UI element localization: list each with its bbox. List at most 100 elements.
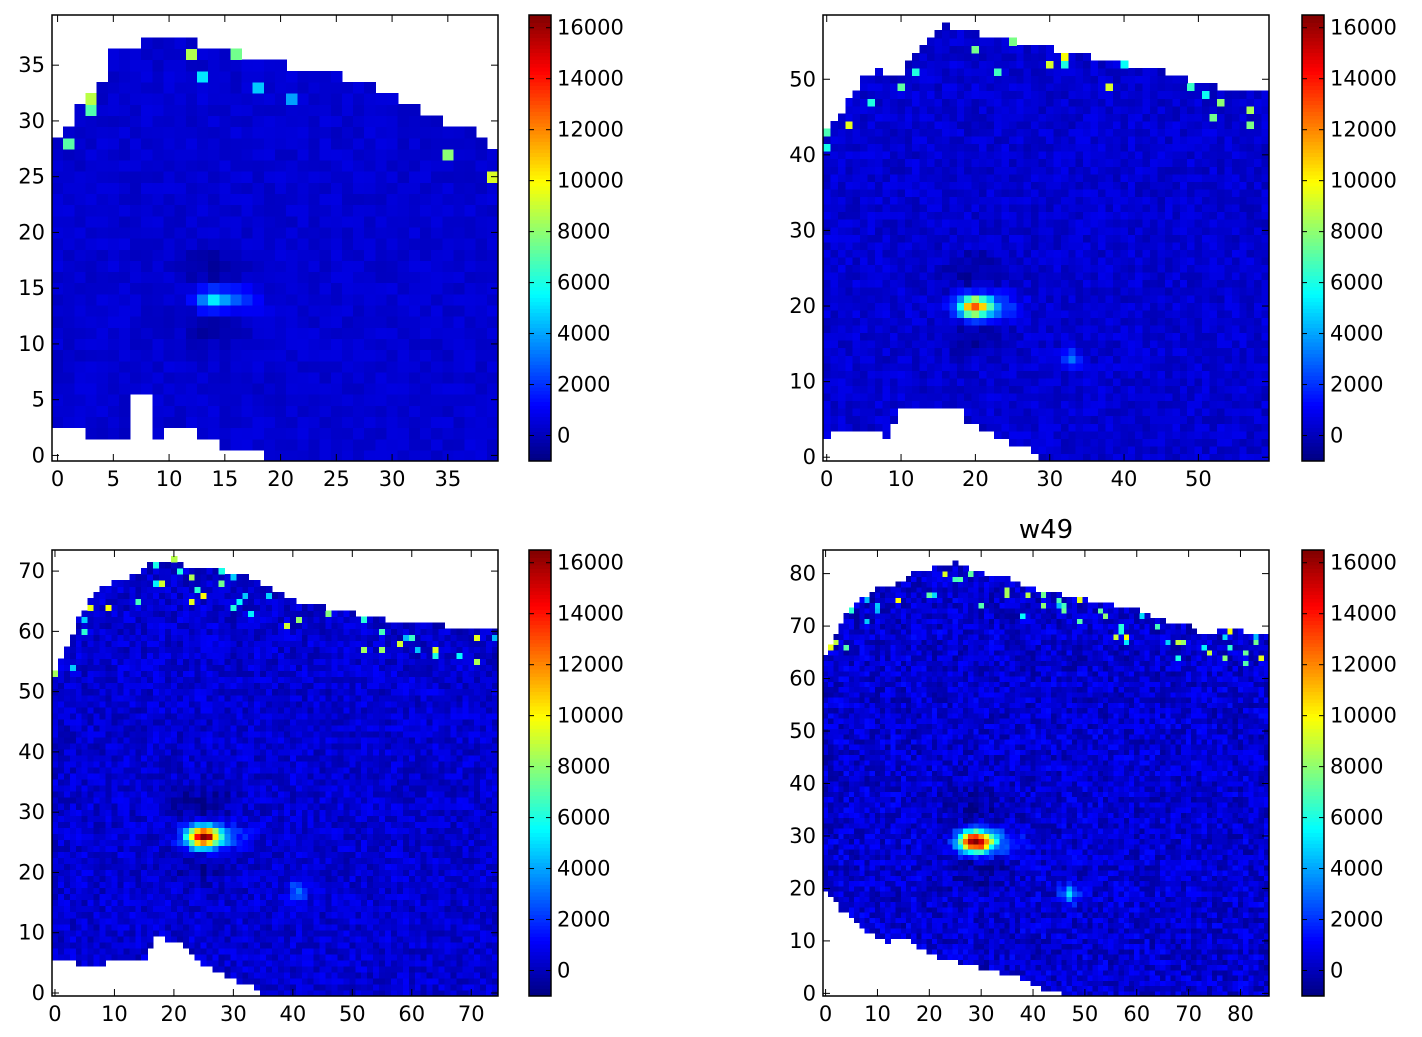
heatmap-cell: [266, 972, 273, 979]
heatmap-cell: [1076, 234, 1084, 242]
heatmap-cell: [1016, 106, 1024, 114]
heatmap-cell: [964, 45, 972, 53]
heatmap-cell: [320, 205, 332, 217]
heatmap-cell: [1024, 144, 1032, 152]
heatmap-cell: [85, 372, 97, 384]
heatmap-cell: [1135, 144, 1143, 152]
heatmap-cell: [875, 272, 883, 280]
heatmap-cell: [860, 302, 868, 310]
heatmap-cell: [1217, 136, 1225, 144]
heatmap-cell: [264, 205, 276, 217]
heatmap-cell: [1016, 310, 1024, 318]
heatmap-cell: [444, 984, 451, 991]
heatmap-cell: [1024, 302, 1032, 310]
heatmap-cell: [1120, 196, 1128, 204]
heatmap-cell: [1120, 416, 1128, 424]
heatmap-cell: [1046, 446, 1054, 454]
heatmap-cell: [1001, 348, 1009, 356]
heatmap-cell: [987, 45, 995, 53]
heatmap-cell: [1158, 234, 1166, 242]
heatmap-cell: [927, 287, 935, 295]
heatmap-cell: [130, 283, 142, 295]
heatmap-cell: [331, 249, 343, 261]
heatmap-cell: [141, 361, 153, 373]
heatmap-cell: [957, 60, 965, 68]
heatmap-cell: [1254, 446, 1262, 454]
heatmap-cell: [219, 283, 231, 295]
heatmap-cell: [1143, 370, 1151, 378]
heatmap-cell: [1039, 249, 1047, 257]
heatmap-cell: [1046, 121, 1054, 129]
heatmap-cell: [355, 984, 362, 991]
heatmap-cell: [1001, 83, 1009, 91]
heatmap-cell: [935, 174, 943, 182]
heatmap-cell: [1120, 317, 1128, 325]
heatmap-cell: [297, 372, 309, 384]
heatmap-cell: [882, 302, 890, 310]
heatmap-cell: [326, 978, 333, 985]
heatmap-cell: [52, 205, 64, 217]
heatmap-cell: [1120, 280, 1128, 288]
heatmap-cell: [296, 978, 303, 985]
heatmap-cell: [1098, 363, 1106, 371]
heatmap-cell: [1158, 144, 1166, 152]
heatmap-cell: [486, 972, 493, 979]
heatmap-cell: [442, 171, 454, 183]
heatmap-cell: [85, 138, 97, 150]
heatmap-cell: [1083, 98, 1091, 106]
heatmap-cell: [420, 428, 432, 440]
heatmap-cell: [845, 355, 853, 363]
heatmap-cell: [1224, 416, 1232, 424]
heatmap-cell: [82, 960, 89, 967]
heatmap-cell: [253, 283, 265, 295]
heatmap-cell: [476, 283, 488, 295]
heatmap-cell: [353, 127, 365, 139]
heatmap-cell: [409, 383, 421, 395]
heatmap-cell: [1039, 264, 1047, 272]
heatmap-cell: [1217, 370, 1225, 378]
heatmap-cell: [1113, 144, 1121, 152]
heatmap-cell: [74, 338, 86, 350]
heatmap-cell: [364, 316, 376, 328]
colorbar-segment: [529, 268, 551, 272]
heatmap-cell: [1053, 196, 1061, 204]
heatmap-cell: [387, 193, 399, 205]
heatmap-cell: [1061, 317, 1069, 325]
heatmap-cell: [361, 978, 368, 985]
heatmap-cell: [979, 68, 987, 76]
heatmap-cell: [1239, 257, 1247, 265]
heatmap-cell: [897, 378, 905, 386]
heatmap-cell: [1076, 438, 1084, 446]
heatmap-cell: [175, 350, 187, 362]
heatmap-cell: [486, 984, 493, 991]
heatmap-cell: [219, 138, 231, 150]
y-tick-label: 15: [18, 276, 45, 300]
heatmap-cell: [409, 216, 421, 228]
heatmap-cell: [912, 166, 920, 174]
heatmap-cell: [275, 439, 287, 451]
heatmap-cell: [920, 196, 928, 204]
heatmap-cell: [1083, 348, 1091, 356]
heatmap-cell: [1091, 91, 1099, 99]
heatmap-cell: [957, 234, 965, 242]
heatmap-cell: [942, 242, 950, 250]
heatmap-cell: [219, 93, 231, 105]
heatmap-cell: [830, 393, 838, 401]
heatmap-cell: [949, 280, 957, 288]
heatmap-cell: [1001, 242, 1009, 250]
heatmap-cell: [890, 83, 898, 91]
heatmap-cell: [331, 372, 343, 384]
heatmap-cell: [1202, 219, 1210, 227]
heatmap-cell: [1135, 438, 1143, 446]
heatmap-cell: [342, 127, 354, 139]
heatmap-cell: [905, 295, 913, 303]
heatmap-cell: [1187, 302, 1195, 310]
heatmap-cell: [1009, 249, 1017, 257]
heatmap-cell: [838, 317, 846, 325]
heatmap-cell: [275, 260, 287, 272]
heatmap-cell: [994, 106, 1002, 114]
heatmap-cell: [1120, 378, 1128, 386]
heatmap-cell: [1165, 159, 1173, 167]
heatmap-cell: [260, 966, 267, 973]
heatmap-cell: [1232, 128, 1240, 136]
